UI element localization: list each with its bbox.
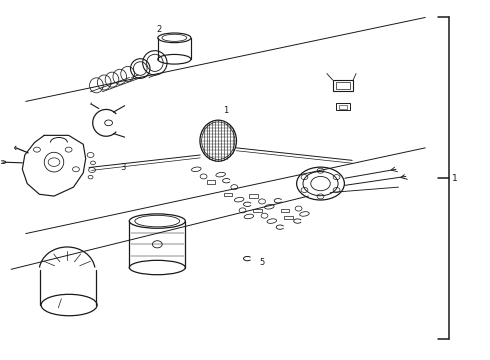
Bar <box>249 194 258 198</box>
Text: 2: 2 <box>156 26 162 35</box>
Bar <box>285 216 293 219</box>
Bar <box>281 208 289 212</box>
Bar <box>336 82 350 89</box>
Bar <box>339 105 347 109</box>
Text: 1: 1 <box>223 106 228 115</box>
Bar <box>253 208 262 212</box>
Bar <box>223 193 232 196</box>
Text: 3: 3 <box>121 163 126 172</box>
Text: 1: 1 <box>452 174 458 183</box>
Bar <box>336 103 350 111</box>
Text: 5: 5 <box>260 258 265 267</box>
Bar <box>206 180 215 184</box>
Bar <box>333 80 353 91</box>
